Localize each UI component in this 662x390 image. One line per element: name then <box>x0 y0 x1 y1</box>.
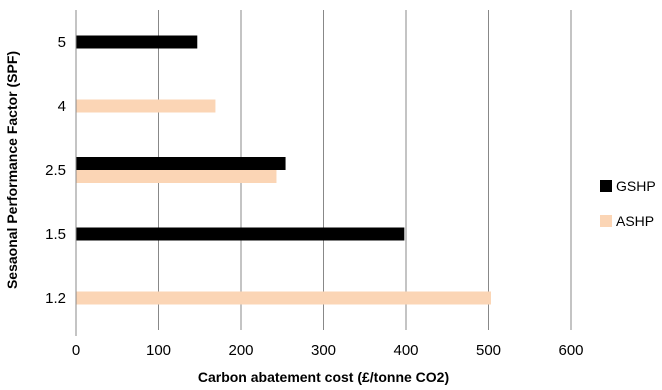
bar-ashp-2.5 <box>76 170 277 183</box>
x-axis-title: Carbon abatement cost (£/tonne CO2) <box>198 369 449 385</box>
y-axis-title: Sesaonal Performance Factor (SPF) <box>4 51 20 289</box>
x-tick-label: 600 <box>558 342 583 359</box>
legend-swatch-gshp <box>600 180 612 192</box>
x-tick-label: 200 <box>228 342 253 359</box>
x-tick-label: 400 <box>393 342 418 359</box>
y-tick-label: 1.5 <box>45 226 66 243</box>
x-tick-labels: 0 100 200 300 400 500 600 <box>72 342 584 359</box>
bars <box>76 35 491 305</box>
y-tick-label: 1.2 <box>45 290 66 307</box>
bar-ashp-1.2 <box>76 291 491 305</box>
x-tick-label: 300 <box>311 342 336 359</box>
bar-gshp-1.5 <box>76 227 405 241</box>
y-tick-label: 5 <box>58 34 66 51</box>
legend: GSHP ASHP <box>600 178 656 229</box>
y-tick-label: 4 <box>58 98 66 115</box>
legend-label-gshp: GSHP <box>616 178 656 194</box>
bar-gshp-2.5 <box>76 157 286 170</box>
bar-gshp-5 <box>76 35 198 49</box>
legend-swatch-ashp <box>600 215 612 227</box>
y-tick-labels: 1.2 1.5 2.5 4 5 <box>45 34 66 307</box>
bar-ashp-4 <box>76 99 216 113</box>
x-tick-label: 0 <box>72 342 80 359</box>
y-tick-label: 2.5 <box>45 162 66 179</box>
x-tick-label: 100 <box>146 342 171 359</box>
x-tick-label: 500 <box>476 342 501 359</box>
legend-label-ashp: ASHP <box>616 213 654 229</box>
grid-lines <box>158 10 572 330</box>
